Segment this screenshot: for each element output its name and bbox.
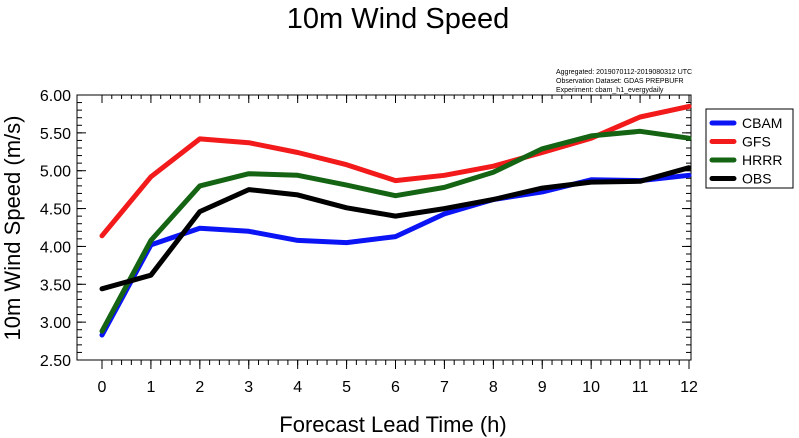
x-tick-label: 6 [391,379,400,396]
x-tick-label: 2 [195,379,204,396]
x-tick-label: 5 [342,379,351,396]
legend-label-cbam: CBAM [742,115,782,131]
y-tick-label: 4.50 [40,202,71,219]
y-tick-label: 4.00 [40,239,71,256]
plot-area-frame [76,94,692,361]
legend-items: CBAM GFS HRRR OBS [709,115,782,187]
x-tick-label: 11 [632,379,649,396]
series-lines [99,103,692,338]
chart-title: 10m Wind Speed [287,3,509,35]
y-tick-label: 3.50 [40,277,71,294]
y-tick-label: 3.00 [40,315,71,332]
x-tick-label: 8 [489,379,498,396]
annotation-line: Observation Dataset: GDAS PREPBUFR [556,78,684,85]
annotation-block: Aggregated: 2019070112-2019080312 UTC Obs… [556,69,692,94]
x-tick-label: 7 [440,379,449,396]
x-tick-label: 12 [680,379,698,396]
x-tick-label: 9 [538,379,547,396]
legend-label-obs: OBS [742,171,772,187]
legend-label-hrrr: HRRR [742,152,782,168]
annotation-line: Aggregated: 2019070112-2019080312 UTC [556,69,692,76]
series-line-obs [99,165,692,292]
series-line-hrrr [99,128,692,334]
legend-label-gfs: GFS [742,134,771,150]
x-axis: 0 1 2 3 4 5 6 7 8 9 10 11 12 [98,95,698,396]
y-tick-label: 5.50 [40,126,71,143]
annotation-line: Experiment: cbam_h1_evergydaily [556,87,664,94]
x-axis-label: Forecast Lead Time (h) [279,412,506,437]
y-axis: 2.50 3.00 3.50 4.00 4.50 5.00 5.50 6.00 [40,88,691,370]
x-tick-label: 0 [98,379,107,396]
y-tick-label: 2.50 [40,353,71,370]
y-axis-label: 10m Wind Speed (m/s) [0,116,25,341]
y-tick-label: 5.00 [40,164,71,181]
y-tick-label: 6.00 [40,88,71,105]
x-tick-label: 1 [146,379,155,396]
x-tick-label: 3 [244,379,253,396]
x-tick-label: 10 [582,379,600,396]
x-tick-label: 4 [293,379,302,396]
